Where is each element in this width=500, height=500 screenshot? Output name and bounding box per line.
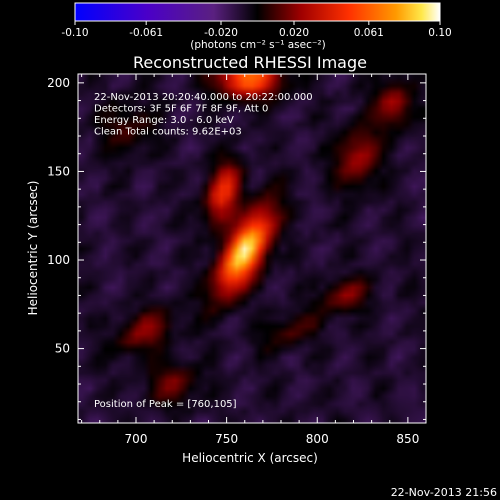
colorbar-ticks: -0.10 -0.061 -0.020 0.020 0.061 0.10 bbox=[61, 21, 452, 39]
annotation-line: 22-Nov-2013 20:20:40.000 to 20:22:00.000 bbox=[94, 92, 313, 103]
x-tick-label: 850 bbox=[396, 432, 419, 446]
y-tick-label: 200 bbox=[47, 76, 70, 90]
x-tick-label: 750 bbox=[215, 432, 238, 446]
y-tick-label: 50 bbox=[55, 342, 70, 356]
annotation-line: Detectors: 3F 5F 6F 7F 8F 9F, Att 0 bbox=[94, 104, 268, 115]
y-axis: 50 100 150 200 bbox=[47, 76, 426, 420]
y-axis-label: Heliocentric Y (arcsec) bbox=[26, 181, 40, 316]
colorbar: -0.10 -0.061 -0.020 0.020 0.061 0.10 (photons… bbox=[61, 2, 452, 51]
peak-position-label: Position of Peak = [760,105] bbox=[94, 399, 237, 410]
y-tick-label: 100 bbox=[47, 253, 70, 267]
colorbar-label: (photons cm⁻² s⁻¹ asec⁻²) bbox=[190, 39, 325, 51]
heatmap-image bbox=[78, 74, 426, 423]
x-tick-label: 800 bbox=[306, 432, 329, 446]
heatmap-raster bbox=[78, 74, 426, 423]
colorbar-tick-label: -0.020 bbox=[204, 27, 238, 39]
annotation-block: 22-Nov-2013 20:20:40.000 to 20:22:00.000… bbox=[94, 92, 313, 138]
plot-frame bbox=[77, 73, 427, 424]
annotation-line: Clean Total counts: 9.62E+03 bbox=[94, 127, 242, 138]
colorbar-gradient bbox=[74, 2, 441, 22]
footer-timestamp: 22-Nov-2013 21:56 bbox=[391, 486, 497, 499]
colorbar-tick-label: 0.061 bbox=[354, 27, 384, 39]
annotation-line: Energy Range: 3.0 - 6.0 keV bbox=[94, 115, 234, 126]
y-tick-label: 150 bbox=[47, 164, 70, 178]
colorbar-tick-label: 0.020 bbox=[279, 27, 309, 39]
chart-title: Reconstructed RHESSI Image bbox=[133, 53, 367, 72]
x-tick-label: 700 bbox=[125, 432, 148, 446]
colorbar-tick-label: -0.10 bbox=[61, 27, 88, 39]
colorbar-tick-label: 0.10 bbox=[428, 27, 451, 39]
colorbar-tick-label: -0.061 bbox=[129, 27, 163, 39]
x-axis-label: Heliocentric X (arcsec) bbox=[182, 451, 318, 465]
x-axis: 700 750 800 850 bbox=[81, 74, 427, 446]
